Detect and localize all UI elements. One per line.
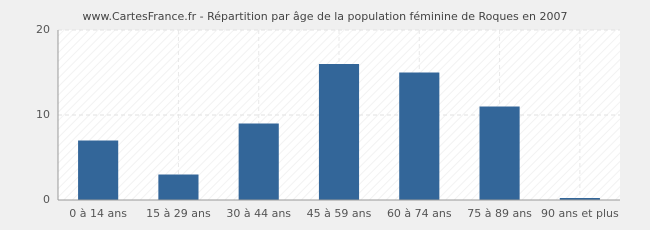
page: {"chart_data": {"type": "bar", "title": … xyxy=(0,0,650,230)
x-tick-label: 15 à 29 ans xyxy=(146,207,211,220)
x-tick-label: 0 à 14 ans xyxy=(69,207,127,220)
chart: www.CartesFrance.fr - Répartition par âg… xyxy=(0,0,650,230)
chart-title: www.CartesFrance.fr - Répartition par âg… xyxy=(82,10,567,23)
bar xyxy=(158,174,199,200)
x-tick-label: 30 à 44 ans xyxy=(226,207,291,220)
bar xyxy=(559,198,600,200)
y-tick-label: 0 xyxy=(43,193,50,206)
bar xyxy=(238,123,279,200)
bar xyxy=(78,140,119,200)
bar xyxy=(479,106,520,200)
y-tick-label: 20 xyxy=(36,23,50,36)
y-tick-label: 10 xyxy=(36,108,50,121)
x-tick-label: 75 à 89 ans xyxy=(467,207,532,220)
x-tick-label: 60 à 74 ans xyxy=(387,207,452,220)
x-tick-label: 90 ans et plus xyxy=(541,207,619,220)
bar xyxy=(399,72,440,200)
bar xyxy=(318,64,360,200)
x-tick-label: 45 à 59 ans xyxy=(307,207,372,220)
